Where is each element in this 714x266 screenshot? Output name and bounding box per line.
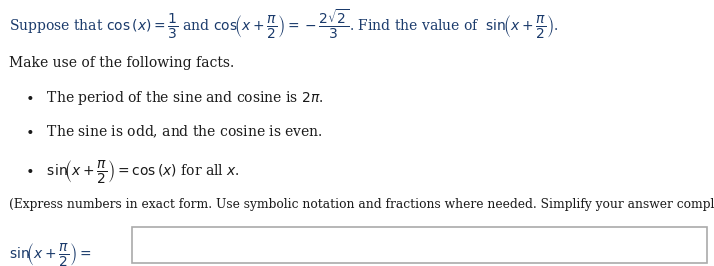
Text: $\mathrm{sin}\!\left(x + \dfrac{\pi}{2}\right) =$: $\mathrm{sin}\!\left(x + \dfrac{\pi}{2}\…: [9, 241, 91, 266]
Text: $\bullet$   The sine is odd, and the cosine is even.: $\bullet$ The sine is odd, and the cosin…: [25, 124, 323, 140]
Text: (Express numbers in exact form. Use symbolic notation and fractions where needed: (Express numbers in exact form. Use symb…: [9, 198, 714, 211]
Text: Make use of the following facts.: Make use of the following facts.: [9, 56, 233, 70]
FancyBboxPatch shape: [132, 227, 707, 263]
Text: $\bullet$   The period of the sine and cosine is $2\pi$.: $\bullet$ The period of the sine and cos…: [25, 89, 323, 107]
Text: Suppose that $\mathrm{cos}\,(x) = \dfrac{1}{3}$ and $\mathrm{cos}\!\left(x + \df: Suppose that $\mathrm{cos}\,(x) = \dfrac…: [9, 8, 558, 41]
Text: $\bullet$   $\mathrm{sin}\!\left(x + \dfrac{\pi}{2}\right) = \mathrm{cos}\,(x)$ : $\bullet$ $\mathrm{sin}\!\left(x + \dfra…: [25, 158, 240, 185]
